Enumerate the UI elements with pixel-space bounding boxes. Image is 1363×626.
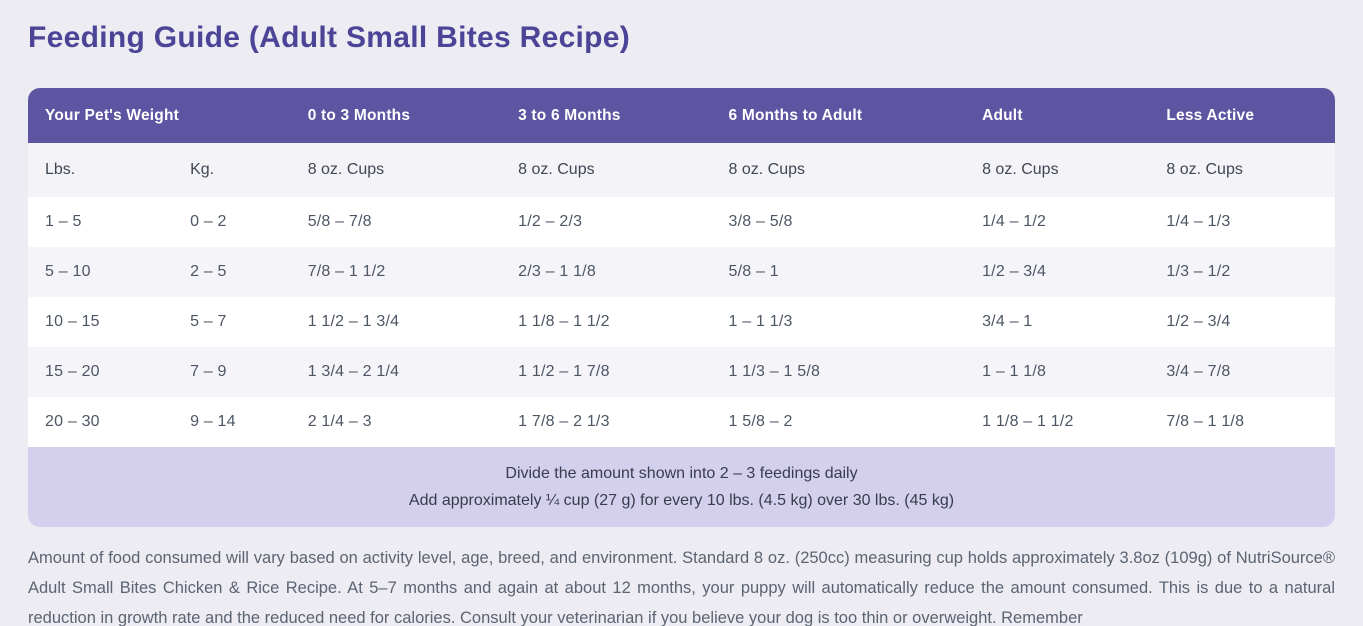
table-footer-row: Divide the amount shown into 2 – 3 feedi… <box>28 447 1335 527</box>
table-cell: 20 – 30 <box>45 413 100 430</box>
table-cell: 1/3 – 1/2 <box>1166 263 1231 280</box>
table-cell: 5 – 10 <box>45 263 91 280</box>
subheader-cups: 8 oz. Cups <box>501 143 712 197</box>
table-row: 10 – 15 5 – 7 1 1/2 – 1 3/4 1 1/8 – 1 1/… <box>28 297 1335 347</box>
table-cell: 7/8 – 1 1/2 <box>307 263 386 280</box>
table-row: 1 – 5 0 – 2 5/8 – 7/8 1/2 – 2/3 3/8 – 5/… <box>28 197 1335 247</box>
feeding-instructions: Divide the amount shown into 2 – 3 feedi… <box>28 447 1335 527</box>
subheader-cups: 8 oz. Cups <box>1149 143 1335 197</box>
table-cell: 1/4 – 1/2 <box>982 213 1047 230</box>
table-cell: 5/8 – 1 <box>728 263 779 280</box>
table-cell: 5/8 – 7/8 <box>307 213 372 230</box>
table-cell: 1 5/8 – 2 <box>728 413 793 430</box>
table-cell: 1 – 1 1/8 <box>982 363 1047 380</box>
table-cell: 5 – 7 <box>190 313 227 330</box>
table-cell: 15 – 20 <box>45 363 100 380</box>
feeding-guide-note: Amount of food consumed will vary based … <box>28 549 1335 626</box>
table-cell: 1/2 – 3/4 <box>982 263 1047 280</box>
table-row: 5 – 10 2 – 5 7/8 – 1 1/2 2/3 – 1 1/8 5/8… <box>28 247 1335 297</box>
table-cell: 3/4 – 7/8 <box>1166 363 1231 380</box>
col-header-adult: Adult <box>965 88 1150 143</box>
table-cell: 10 – 15 <box>45 313 100 330</box>
subheader-kg: Kg. <box>173 143 291 197</box>
table-cell: 2 1/4 – 3 <box>307 413 372 430</box>
col-header-0-to-3-months: 0 to 3 Months <box>290 88 502 143</box>
table-cell: 1 7/8 – 2 1/3 <box>518 413 610 430</box>
table-cell: 3/4 – 1 <box>982 313 1033 330</box>
page-title: Feeding Guide (Adult Small Bites Recipe) <box>28 21 631 54</box>
table-cell: 2/3 – 1 1/8 <box>518 263 596 280</box>
feeding-guide-table-card: Your Pet's Weight 0 to 3 Months 3 to 6 M… <box>28 88 1335 527</box>
table-header-row: Your Pet's Weight 0 to 3 Months 3 to 6 M… <box>28 88 1335 143</box>
table-cell: 1 1/8 – 1 1/2 <box>982 413 1074 430</box>
table-cell: 1 3/4 – 2 1/4 <box>307 363 400 380</box>
table-cell: 0 – 2 <box>190 213 227 230</box>
subheader-lbs: Lbs. <box>28 143 174 197</box>
table-cell: 3/8 – 5/8 <box>728 213 793 230</box>
table-cell: 1 – 5 <box>45 213 82 230</box>
table-cell: 1 1/2 – 1 7/8 <box>518 363 610 380</box>
subheader-cups: 8 oz. Cups <box>965 143 1150 197</box>
table-subheader-row: Lbs. Kg. 8 oz. Cups 8 oz. Cups 8 oz. Cup… <box>28 143 1335 197</box>
table-row: 15 – 20 7 – 9 1 3/4 – 2 1/4 1 1/2 – 1 7/… <box>28 347 1335 397</box>
col-header-3-to-6-months: 3 to 6 Months <box>501 88 712 143</box>
feeding-instruction-line-2: Add approximately ¼ cup (27 g) for every… <box>408 492 955 509</box>
table-cell: 2 – 5 <box>190 263 227 280</box>
table-row: 20 – 30 9 – 14 2 1/4 – 3 1 7/8 – 2 1/3 1… <box>28 397 1335 447</box>
table-cell: 1/4 – 1/3 <box>1166 213 1231 230</box>
table-cell: 9 – 14 <box>190 413 236 430</box>
subheader-cups: 8 oz. Cups <box>290 143 502 197</box>
table-cell: 7/8 – 1 1/8 <box>1166 413 1245 430</box>
table-cell: 7 – 9 <box>190 363 227 380</box>
table-cell: 1/2 – 3/4 <box>1166 313 1231 330</box>
table-cell: 1/2 – 2/3 <box>518 213 583 230</box>
feeding-instruction-line-1: Divide the amount shown into 2 – 3 feedi… <box>505 465 858 482</box>
subheader-cups: 8 oz. Cups <box>711 143 966 197</box>
table-cell: 1 1/8 – 1 1/2 <box>518 313 610 330</box>
feeding-guide-table: Your Pet's Weight 0 to 3 Months 3 to 6 M… <box>28 88 1335 527</box>
col-header-less-active: Less Active <box>1149 88 1335 143</box>
col-header-6-months-to-adult: 6 Months to Adult <box>711 88 966 143</box>
table-cell: 1 – 1 1/3 <box>728 313 793 330</box>
col-header-pet-weight: Your Pet's Weight <box>28 88 291 143</box>
table-cell: 1 1/2 – 1 3/4 <box>307 313 400 330</box>
table-cell: 1 1/3 – 1 5/8 <box>728 363 821 380</box>
